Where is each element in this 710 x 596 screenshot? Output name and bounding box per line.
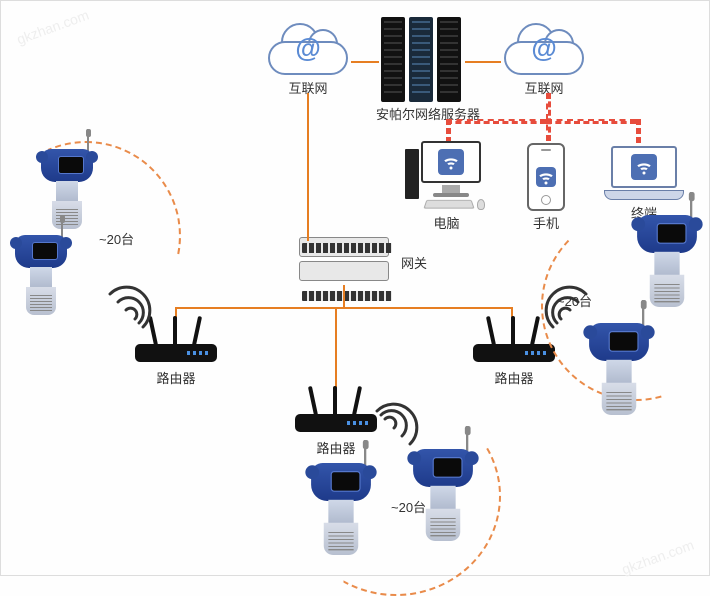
phone-client: 手机 (521, 143, 571, 232)
wire (546, 93, 551, 141)
wire (465, 61, 501, 63)
pc-label: 电脑 (409, 213, 484, 232)
laptop-client: 终端 (599, 146, 689, 222)
wifi-waves-icon (95, 279, 145, 334)
wifi-icon (631, 154, 657, 180)
gas-detector (37, 149, 97, 229)
cloud-right-label: 互联网 (499, 78, 589, 97)
gateway-label-node: 网关 (401, 251, 427, 272)
pc-client: 电脑 (409, 141, 484, 232)
wifi-icon (438, 149, 464, 175)
wifi-icon (536, 167, 556, 187)
router-left-label: 路由器 (131, 368, 221, 387)
gas-detector (637, 221, 697, 301)
wire (546, 119, 636, 124)
wire (351, 61, 379, 63)
wire (307, 93, 309, 241)
watermark: gkzhan.com (619, 537, 695, 578)
gas-detector (413, 455, 473, 535)
gas-detector (589, 329, 649, 409)
phone-label: 手机 (521, 213, 571, 232)
detector-count-left: ~20台 (99, 229, 134, 248)
gateway-switch (297, 237, 392, 283)
router-right-label: 路由器 (469, 368, 559, 387)
watermark: gkzhan.com (15, 7, 91, 48)
server-stack: 安帕尔网络服务器 (376, 17, 480, 123)
wire (343, 285, 345, 307)
detector-count-right: ~20台 (557, 291, 592, 310)
cloud-internet-right: @ 互联网 (499, 21, 589, 97)
wire (636, 119, 641, 143)
gas-detector (11, 235, 71, 315)
cloud-internet-left: @ 互联网 (263, 21, 353, 97)
wire (446, 119, 546, 124)
wire (175, 307, 511, 309)
gas-detector (311, 469, 371, 549)
gateway-label: 网关 (401, 253, 427, 272)
detector-count-bottom: ~20台 (391, 497, 426, 516)
